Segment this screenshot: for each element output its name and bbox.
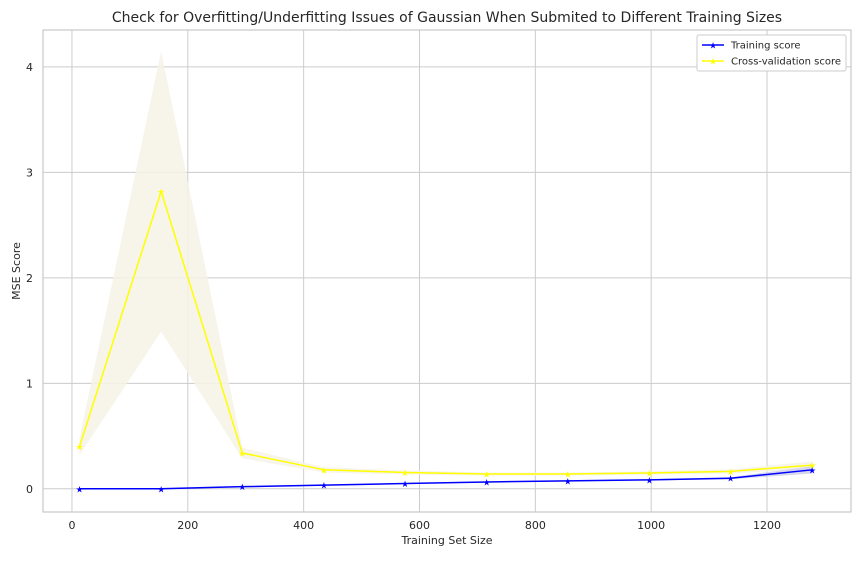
legend-label-training: Training score [730, 41, 801, 52]
training-score-point: ★ [75, 485, 83, 495]
chart-title: Check for Overfitting/Underfitting Issue… [112, 10, 782, 26]
training-score-point: ★ [808, 466, 816, 476]
cross-validation-score-point: ★ [320, 466, 328, 476]
x-tick-label: 800 [525, 519, 546, 532]
series-lines: ★★★★ ★ ★ ★ ★ ★★★ ★ ★ ★ ★ ★ ★ ★ ★★ [75, 188, 816, 495]
legend-marker-training: ★ [709, 42, 717, 52]
training-score-point: ★ [645, 476, 653, 486]
cross-validation-score-point: ★ [808, 462, 816, 472]
cross-validation-score-point: ★ [401, 469, 409, 479]
legend: ★ Training score ★ Cross-validation scor… [696, 34, 847, 72]
y-tick-label: 1 [26, 377, 33, 390]
x-axis-title: Training Set Size [400, 534, 492, 547]
confidence-bands [79, 51, 813, 489]
training-score-point: ★ [564, 477, 572, 487]
cross-validation-score-point: ★ [75, 443, 83, 453]
y-tick-label: 3 [26, 166, 33, 179]
training-score-line [79, 469, 813, 490]
tick-labels: 0 200 400 600 800 1000 1200 0 1 2 3 4 [26, 61, 781, 532]
training-score-point: ★ [238, 483, 246, 493]
cross-validation-score-point: ★ [726, 468, 734, 478]
y-axis-title: MSE Score [10, 242, 23, 300]
legend-marker-cross-validation: ★ [709, 58, 717, 68]
y-tick-label: 4 [26, 61, 33, 74]
x-tick-label: 200 [177, 519, 198, 532]
training-score-point: ★ [483, 478, 491, 488]
training-score-point: ★ [157, 485, 165, 495]
y-tick-label: 2 [26, 272, 33, 285]
x-tick-label: 600 [409, 519, 430, 532]
training-score-point: ★ [726, 475, 734, 485]
x-tick-label: 0 [68, 519, 75, 532]
legend-label-cross-validation: Cross-validation score [731, 57, 841, 68]
training-score-point: ★ [401, 480, 409, 490]
cross-validation-score-point: ★ [157, 188, 165, 198]
cross-validation-score-band [79, 51, 813, 476]
training-score-point: ★ [320, 482, 328, 492]
x-tick-label: 1200 [753, 519, 781, 532]
x-tick-label: 1000 [637, 519, 665, 532]
legend-box [696, 34, 847, 72]
cross-validation-score-point: ★ [238, 449, 246, 459]
cross-validation-score-point: ★ [564, 471, 572, 481]
cross-validation-score-point: ★ [483, 471, 491, 481]
x-tick-label: 400 [293, 519, 314, 532]
cross-validation-score-line [78, 188, 813, 475]
cross-validation-score-point: ★ [645, 469, 653, 479]
y-tick-label: 0 [26, 483, 33, 496]
